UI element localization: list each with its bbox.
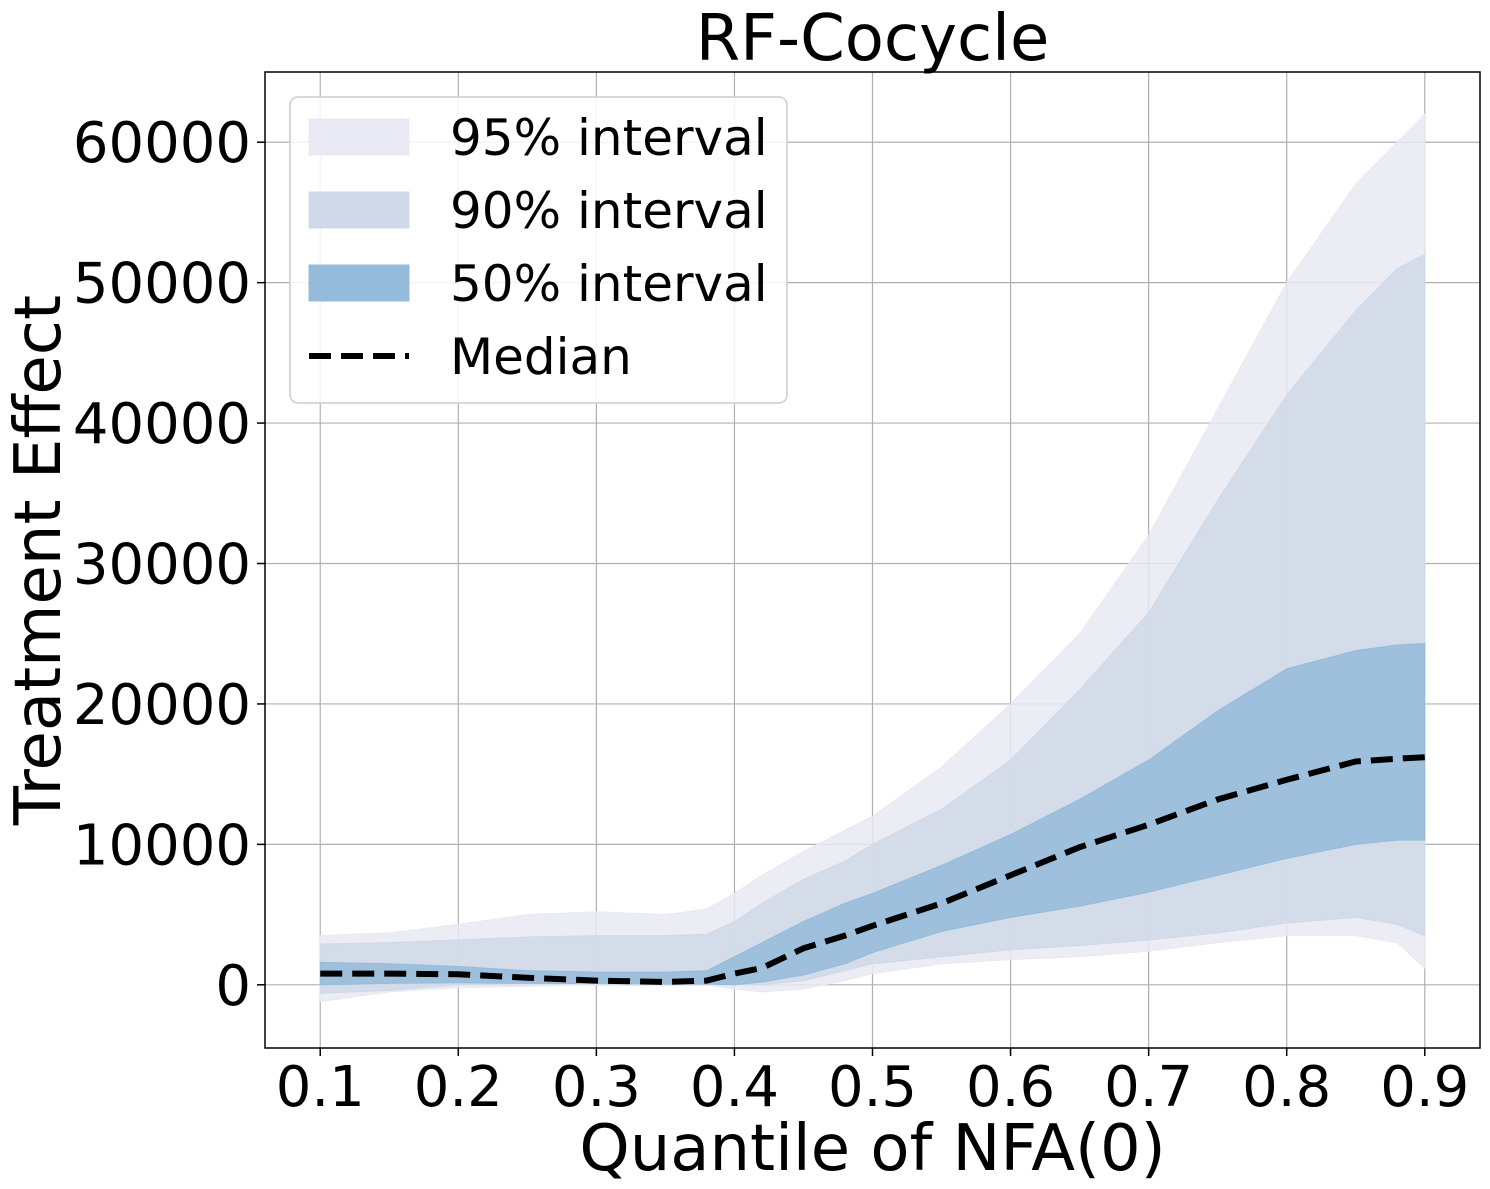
y-tick-label: 50000 xyxy=(73,252,251,317)
y-tick-label: 30000 xyxy=(73,533,251,598)
y-tick-label: 20000 xyxy=(73,673,251,738)
x-tick-label: 0.4 xyxy=(690,1055,779,1120)
legend-label: Median xyxy=(450,328,632,386)
y-axis-label: Treatment Effect xyxy=(2,295,76,826)
x-tick-labels: 0.1 0.2 0.3 0.4 0.5 0.6 0.7 0.8 0.9 xyxy=(276,1048,1469,1120)
median-line xyxy=(320,754,1425,985)
x-tick-label: 0.3 xyxy=(552,1055,641,1120)
y-tick-label: 40000 xyxy=(73,392,251,457)
x-tick-label: 0.6 xyxy=(966,1055,1055,1120)
legend: 95% interval 90% interval 50% interval Medi… xyxy=(289,96,788,404)
x-axis-label: Quantile of NFA(0) xyxy=(579,1112,1165,1186)
legend-label: 50% interval xyxy=(450,255,768,313)
legend-swatch xyxy=(308,191,410,229)
band-50-interval xyxy=(319,643,1426,986)
y-tick-label: 60000 xyxy=(73,111,251,176)
legend-label: 90% interval xyxy=(450,182,768,240)
median-line-group xyxy=(320,754,1425,985)
x-tick-label: 0.2 xyxy=(414,1055,503,1120)
y-tick-label: 10000 xyxy=(73,813,251,878)
legend-label: 95% interval xyxy=(450,109,768,167)
legend-swatch xyxy=(308,118,410,156)
x-tick-label: 0.8 xyxy=(1242,1055,1331,1120)
legend-swatch xyxy=(308,264,410,302)
y-tick-label: 0 xyxy=(215,954,251,1019)
y-tick-labels: 0 10000 20000 30000 40000 50000 60000 xyxy=(73,111,265,1019)
x-tick-label: 0.1 xyxy=(276,1055,365,1120)
x-tick-label: 0.9 xyxy=(1380,1055,1469,1120)
x-tick-label: 0.5 xyxy=(828,1055,917,1120)
x-tick-label: 0.7 xyxy=(1104,1055,1193,1120)
legend-box xyxy=(289,96,788,404)
chart-title: RF-Cocycle xyxy=(696,2,1050,76)
